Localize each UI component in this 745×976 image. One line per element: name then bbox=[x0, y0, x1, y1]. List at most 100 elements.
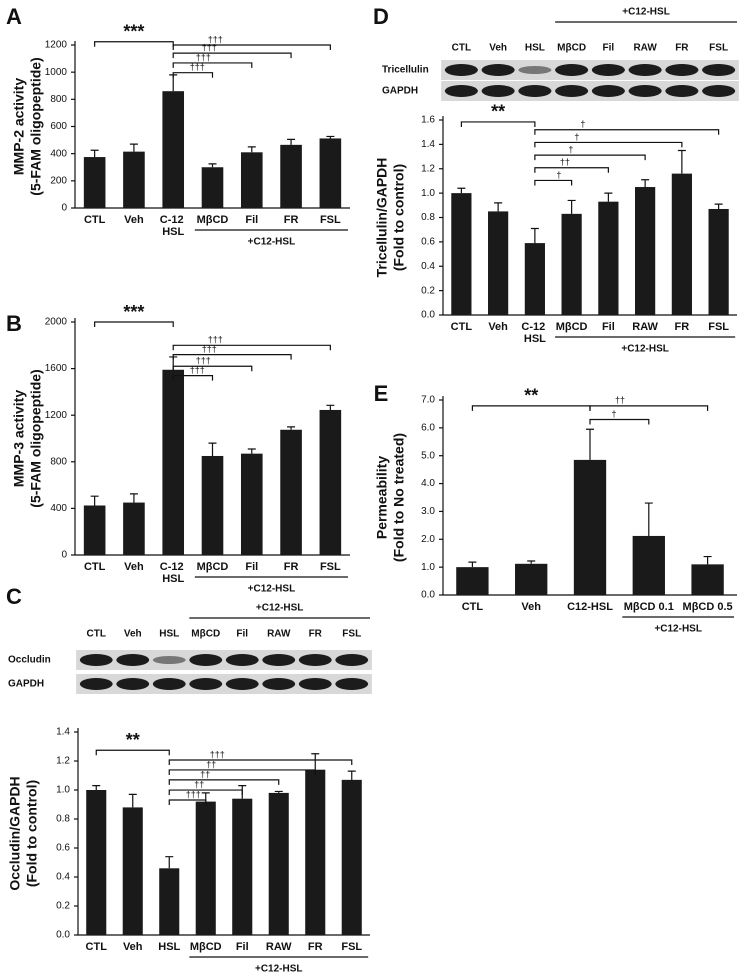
significance-mark: † bbox=[611, 409, 616, 419]
y-axis-label: MMP-2 activity bbox=[11, 78, 27, 175]
x-tick-label: C-12 HSL bbox=[160, 561, 187, 585]
blot-band bbox=[481, 64, 515, 76]
y-tick-label: 0.8 bbox=[421, 212, 435, 223]
x-tick-label: CTL bbox=[451, 321, 473, 333]
blot-band bbox=[116, 654, 150, 666]
blot-band bbox=[335, 678, 369, 690]
y-tick-label: 4.0 bbox=[421, 478, 435, 489]
error-bar bbox=[287, 138, 296, 145]
blot-lane-label: Veh bbox=[489, 43, 507, 54]
x-tick-label: Fil bbox=[245, 214, 258, 226]
error-bar bbox=[604, 192, 613, 202]
blot-lane-label: CTL bbox=[87, 629, 106, 640]
significance-bracket bbox=[172, 374, 214, 381]
y-tick-label: 200 bbox=[50, 175, 67, 186]
bar bbox=[83, 157, 106, 208]
y-tick-label: 0.8 bbox=[56, 814, 70, 825]
bar bbox=[83, 505, 106, 555]
error-bar bbox=[567, 199, 576, 214]
group-label: +C12-HSL bbox=[621, 344, 669, 355]
blot-band bbox=[116, 678, 150, 690]
bar bbox=[305, 769, 326, 935]
blot-band bbox=[518, 85, 552, 97]
significance-mark: ** bbox=[126, 730, 140, 750]
significance-mark: ††† bbox=[196, 52, 211, 62]
y-tick-label: 2.0 bbox=[421, 534, 435, 545]
error-bar bbox=[165, 856, 174, 869]
group-label: +C12-HSL bbox=[248, 237, 296, 248]
significance-mark: *** bbox=[123, 21, 144, 41]
y-tick-label: 1.6 bbox=[421, 115, 435, 126]
error-bar bbox=[457, 187, 466, 194]
significance-mark: † bbox=[556, 170, 561, 180]
blot-band bbox=[665, 64, 699, 76]
bar bbox=[598, 201, 619, 315]
significance-mark: †† bbox=[194, 779, 204, 789]
y-tick-label: 7.0 bbox=[421, 395, 435, 406]
bar bbox=[671, 173, 692, 315]
y-tick-label: 1.2 bbox=[421, 163, 435, 174]
significance-bracket bbox=[172, 52, 292, 59]
blot-lane-label: MβCD bbox=[191, 629, 220, 640]
x-tick-label: MβCD bbox=[190, 941, 222, 953]
x-tick-label: FR bbox=[675, 321, 690, 333]
significance-bracket bbox=[94, 321, 174, 327]
significance-mark: ††† bbox=[196, 356, 211, 366]
error-bar bbox=[494, 202, 503, 212]
y-tick-label: 800 bbox=[50, 94, 67, 105]
y-tick-label: 6.0 bbox=[421, 422, 435, 433]
y-tick-label: 400 bbox=[50, 503, 67, 514]
bar bbox=[280, 144, 302, 208]
bar bbox=[635, 187, 656, 315]
blot-background bbox=[76, 650, 372, 670]
blot-band bbox=[591, 64, 625, 76]
error-bar bbox=[530, 227, 539, 244]
y-tick-label: 0.6 bbox=[421, 237, 435, 248]
significance-mark: ††† bbox=[210, 749, 225, 759]
blot-row-label: Tricellulin bbox=[382, 65, 429, 76]
blot-row-label: GAPDH bbox=[8, 679, 44, 690]
blot-background bbox=[76, 674, 372, 694]
error-bar bbox=[586, 428, 594, 460]
y-tick-label: 0 bbox=[61, 550, 67, 561]
blot-band bbox=[555, 85, 589, 97]
blot-band bbox=[189, 654, 223, 666]
significance-bracket bbox=[460, 121, 536, 127]
error-bar bbox=[311, 753, 320, 770]
significance-mark: ††† bbox=[202, 43, 217, 53]
error-bar bbox=[641, 179, 650, 188]
y-axis-label: (5-FAM oligopeptide) bbox=[28, 57, 44, 195]
significance-mark: ** bbox=[524, 386, 538, 406]
group-label: +C12-HSL bbox=[248, 584, 296, 595]
significance-mark: ** bbox=[491, 102, 505, 122]
bar bbox=[451, 193, 472, 315]
bar bbox=[201, 167, 224, 208]
bar bbox=[240, 453, 263, 555]
error-bar bbox=[129, 493, 138, 503]
blot-band bbox=[225, 678, 259, 690]
error-bar bbox=[128, 793, 137, 808]
error-bar bbox=[347, 770, 356, 780]
significance-bracket bbox=[589, 405, 709, 411]
error-bar bbox=[208, 163, 217, 168]
bar bbox=[123, 502, 145, 555]
y-tick-label: 1.4 bbox=[56, 727, 70, 738]
significance-bracket bbox=[534, 154, 646, 161]
significance-mark: ††† bbox=[190, 365, 205, 375]
axis-line bbox=[442, 116, 737, 316]
significance-mark: ††† bbox=[186, 789, 201, 799]
significance-bracket bbox=[172, 354, 292, 360]
blot-band bbox=[702, 64, 736, 76]
bar bbox=[632, 535, 665, 595]
group-label: +C12-HSL bbox=[255, 964, 303, 975]
blot-band bbox=[262, 654, 296, 666]
panel-letter: A bbox=[6, 4, 22, 29]
bar bbox=[232, 798, 253, 935]
bar bbox=[201, 455, 224, 555]
x-tick-label: C-12 HSL bbox=[160, 214, 187, 238]
error-bar bbox=[90, 495, 99, 506]
x-tick-label: MβCD 0.5 bbox=[683, 601, 733, 613]
blot-band bbox=[628, 85, 662, 97]
bar bbox=[195, 801, 216, 935]
